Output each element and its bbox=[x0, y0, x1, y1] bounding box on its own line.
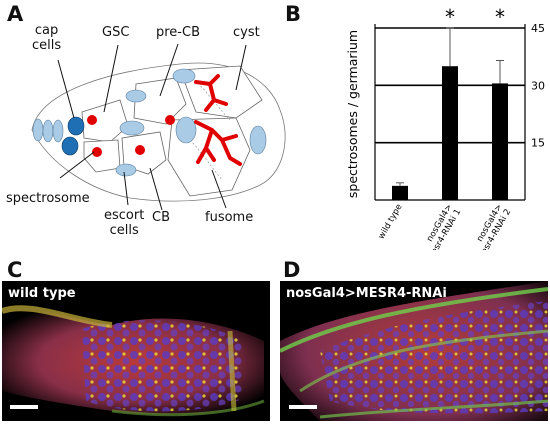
bar bbox=[492, 83, 508, 200]
significance-marker: * bbox=[495, 5, 505, 29]
gsc-cell bbox=[83, 139, 121, 173]
somatic-cell bbox=[32, 118, 44, 142]
y-tick-label: 15 bbox=[531, 137, 545, 150]
micrograph-mesr4-rnai bbox=[280, 281, 548, 421]
scale-bar-c bbox=[10, 405, 38, 409]
bar bbox=[442, 66, 458, 200]
panel-c-letter: C bbox=[7, 258, 23, 282]
escort-cell bbox=[115, 163, 137, 177]
x-tick-label: nosGal4>Mesr4-RNAi 2 bbox=[467, 203, 513, 251]
germarium-outline bbox=[31, 62, 286, 202]
label-spectrosome: spectrosome bbox=[6, 191, 90, 206]
label-pre-cb: pre-CB bbox=[156, 25, 200, 40]
gsc-cell bbox=[81, 99, 129, 143]
panel-a-letter: A bbox=[7, 2, 24, 26]
somatic-cell bbox=[42, 119, 54, 143]
y-axis-label: spectrosomes / germarium bbox=[345, 30, 360, 198]
label-cyst: cyst bbox=[233, 25, 260, 40]
escort-cell bbox=[172, 68, 196, 84]
label-cb: CB bbox=[152, 210, 170, 225]
micrograph-d-caption: nosGal4>MESR4-RNAi bbox=[286, 286, 447, 301]
x-tick-label: nosGal4>Mesr4-RNAi 1 bbox=[417, 203, 463, 251]
fusome bbox=[194, 74, 228, 112]
y-tick-label: 45 bbox=[531, 22, 545, 35]
cap-cell bbox=[61, 136, 79, 156]
label-gsc: GSC bbox=[102, 25, 130, 40]
pre-cb-cell bbox=[133, 77, 187, 125]
escort-cell bbox=[175, 116, 197, 144]
panel-b-letter: B bbox=[285, 2, 302, 26]
micrograph-c-caption: wild type bbox=[8, 286, 76, 301]
spectrosome bbox=[135, 145, 145, 155]
fusome bbox=[194, 120, 242, 166]
spectrosome bbox=[87, 115, 97, 125]
bar bbox=[392, 185, 408, 200]
germarium-diagram bbox=[31, 43, 286, 211]
significance-marker: * bbox=[445, 5, 455, 29]
panel-d-letter: D bbox=[283, 258, 301, 282]
y-tick-label: 30 bbox=[531, 79, 545, 92]
spectrosome bbox=[92, 147, 102, 157]
somatic-cell bbox=[52, 119, 64, 143]
bar-chart: 15 30 45 spectrosomes / germarium wild type *… bbox=[345, 5, 545, 251]
scale-bar-d bbox=[289, 405, 317, 409]
label-escort-cells: escort cells bbox=[104, 208, 145, 238]
escort-cell bbox=[249, 125, 267, 155]
label-cap-cells: cap cells bbox=[32, 23, 62, 53]
micrograph-wild-type bbox=[2, 281, 270, 421]
escort-cell bbox=[119, 120, 145, 136]
escort-cell bbox=[125, 89, 147, 103]
cyst-cell bbox=[179, 65, 263, 119]
label-fusome: fusome bbox=[205, 210, 254, 225]
x-tick-label: wild type bbox=[377, 203, 405, 242]
cap-cell bbox=[67, 116, 85, 136]
spectrosome bbox=[165, 115, 175, 125]
